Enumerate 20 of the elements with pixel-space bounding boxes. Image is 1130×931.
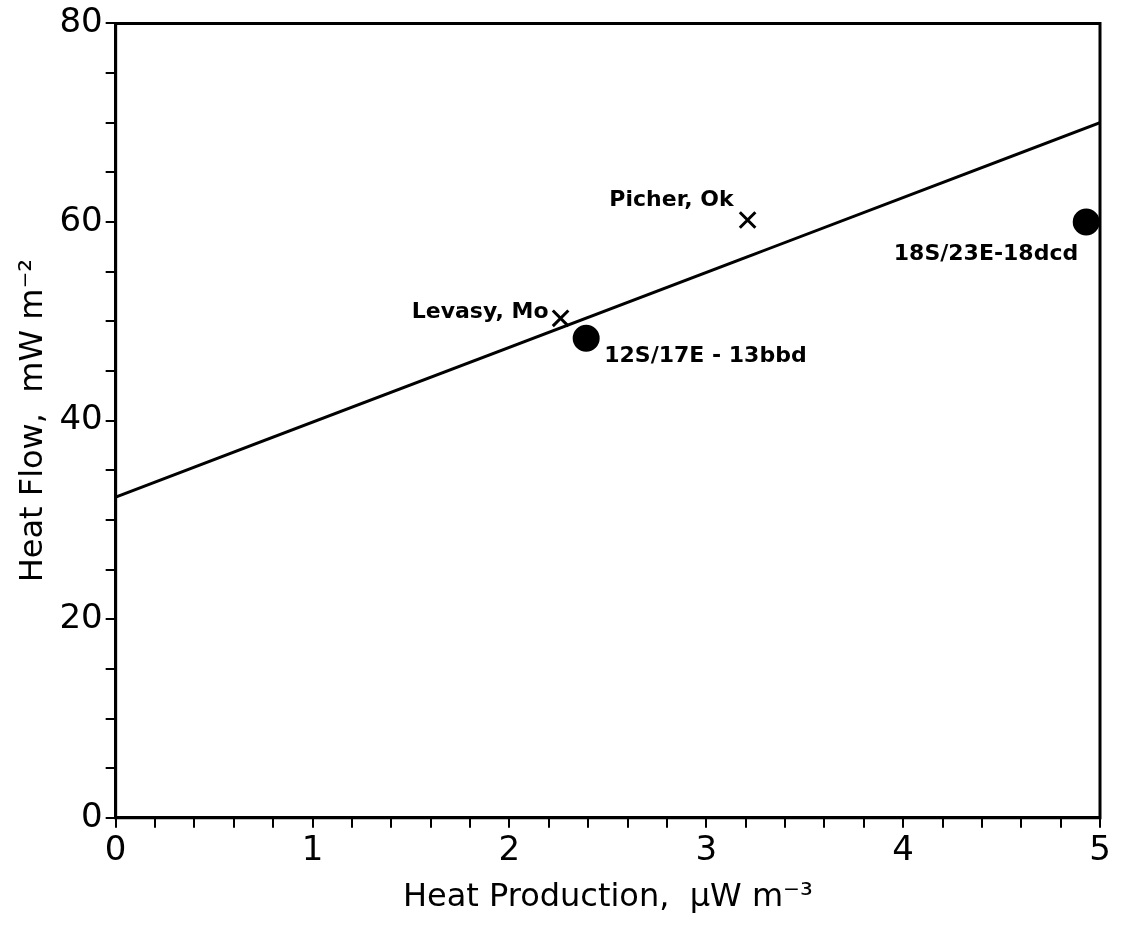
annotation: Picher, Ok (609, 185, 735, 211)
x-axis-title: Heat Production, μW m⁻³ (402, 876, 813, 915)
x-tick-label: 2 (498, 828, 521, 869)
x-tick-label: 1 (301, 828, 324, 869)
annotation: 12S/17E - 13bbd (604, 341, 807, 367)
x-tick-label: 4 (892, 828, 914, 869)
point (1072, 208, 1100, 236)
y-tick-label: 40 (59, 397, 103, 438)
y-tick-label: 80 (59, 0, 103, 41)
annotation: 18S/23E-18dcd (893, 239, 1079, 265)
point (572, 324, 600, 352)
y-tick-label: 0 (81, 794, 103, 835)
x-tick-label: 5 (1089, 828, 1111, 869)
point (738, 210, 757, 230)
annotation: Levasy, Mo (411, 298, 549, 324)
y-axis-title: Heat Flow, mW m⁻² (11, 258, 50, 583)
x-tick-label: 3 (695, 828, 718, 869)
y-tick-label: 60 (59, 198, 103, 239)
point (551, 309, 570, 328)
y-tick-label: 20 (59, 596, 103, 637)
